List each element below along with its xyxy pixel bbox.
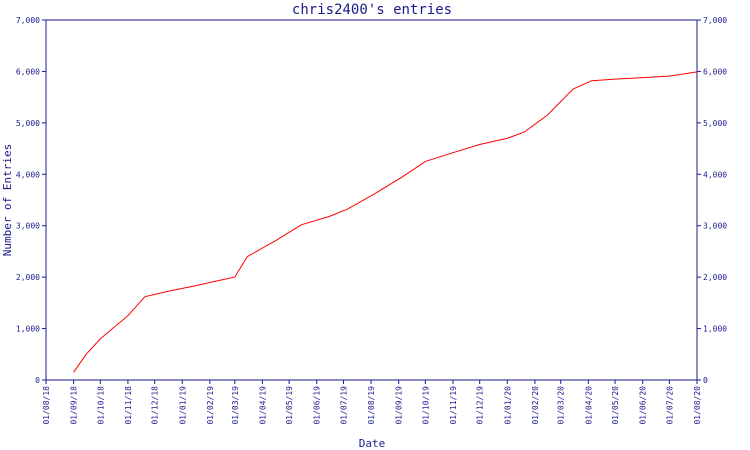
x-axis-label: Date: [359, 437, 386, 450]
y-tick-label-left: 2,000: [16, 273, 40, 282]
x-tick-label: 01/02/19: [206, 386, 215, 425]
x-tick-label: 01/01/20: [503, 386, 512, 425]
y-tick-label-right: 3,000: [703, 222, 727, 231]
x-tick-label: 01/03/19: [231, 386, 240, 425]
x-tick-label: 01/04/19: [258, 386, 267, 425]
x-axis: 01/08/18 01/09/18 01/10/18 01/11/18 01/12/18…: [42, 380, 702, 425]
y-axis-label: Number of Entries: [1, 144, 14, 257]
y-tick-label-right: 2,000: [703, 273, 727, 282]
y-axis-right: 0 1,000 2,000 3,000 4,000 5,000 6,000 7,000: [697, 16, 727, 385]
x-tick-label: 01/08/18: [42, 386, 51, 425]
x-tick-label: 01/11/19: [449, 386, 458, 425]
x-tick-label: 01/05/19: [285, 386, 294, 425]
x-tick-label: 01/11/18: [124, 386, 133, 425]
x-tick-label: 01/12/19: [476, 386, 485, 425]
x-tick-label: 01/03/20: [557, 386, 566, 425]
y-tick-label-right: 0: [703, 376, 708, 385]
chart-title: chris2400's entries: [292, 2, 452, 18]
x-tick-label: 01/06/20: [639, 386, 648, 425]
y-tick-label-left: 7,000: [16, 16, 40, 25]
x-tick-label: 01/05/20: [611, 386, 620, 425]
x-tick-label: 01/06/19: [313, 386, 322, 425]
x-tick-label: 01/10/19: [421, 386, 430, 425]
y-tick-label-left: 5,000: [16, 119, 40, 128]
y-tick-label-left: 6,000: [16, 67, 40, 76]
x-tick-label: 01/04/20: [584, 386, 593, 425]
y-tick-label-left: 4,000: [16, 170, 40, 179]
series-line: [73, 71, 698, 373]
x-tick-label: 01/09/18: [70, 386, 79, 425]
plot-frame: [45, 19, 698, 381]
y-tick-label-left: 1,000: [16, 325, 40, 334]
y-tick-label-right: 1,000: [703, 325, 727, 334]
x-tick-label: 01/02/20: [531, 386, 540, 425]
x-tick-label: 01/08/20: [693, 386, 702, 425]
x-tick-label: 01/09/19: [395, 386, 404, 425]
x-tick-label: 01/12/18: [151, 386, 160, 425]
y-tick-label-right: 6,000: [703, 67, 727, 76]
y-tick-label-left: 3,000: [16, 222, 40, 231]
x-tick-label: 01/10/18: [96, 386, 105, 425]
y-tick-label-right: 7,000: [703, 16, 727, 25]
x-tick-label: 01/01/19: [178, 386, 187, 425]
y-tick-label-left: 0: [35, 376, 40, 385]
x-tick-label: 01/07/20: [665, 386, 674, 425]
y-axis-left: 0 1,000 2,000 3,000 4,000 5,000 6,000 7,000: [16, 16, 46, 385]
y-tick-label-right: 5,000: [703, 119, 727, 128]
series-layer: [73, 71, 698, 373]
x-tick-label: 01/07/19: [339, 386, 348, 425]
y-tick-label-right: 4,000: [703, 170, 727, 179]
x-tick-label: 01/08/19: [367, 386, 376, 425]
